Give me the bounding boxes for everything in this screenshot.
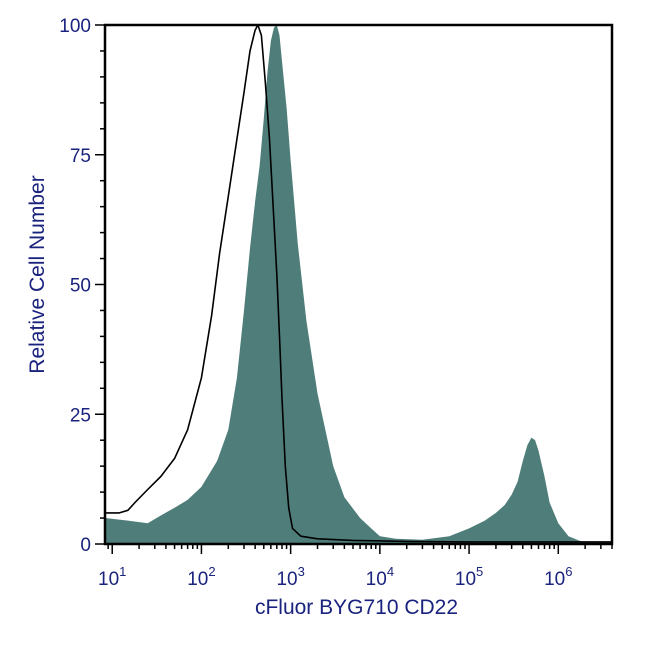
y-tick-label: 50 bbox=[70, 276, 91, 297]
y-axis-label: Relative Cell Number bbox=[26, 175, 49, 373]
x-tick-label: 105 bbox=[455, 564, 483, 590]
x-tick-label: 101 bbox=[98, 564, 126, 590]
series-stained-area bbox=[105, 25, 612, 544]
x-axis-label: cFluor BYG710 CD22 bbox=[255, 596, 458, 619]
y-tick-label: 75 bbox=[70, 146, 91, 167]
x-tick-label: 106 bbox=[544, 564, 572, 590]
y-tick-label: 100 bbox=[59, 16, 91, 37]
x-tick-label: 103 bbox=[276, 564, 304, 590]
y-tick-label: 25 bbox=[70, 405, 91, 426]
x-tick-label: 104 bbox=[366, 564, 394, 590]
x-tick-label: 102 bbox=[187, 564, 215, 590]
plot-frame bbox=[103, 23, 614, 546]
series-control-line bbox=[105, 24, 612, 543]
y-tick-label: 0 bbox=[80, 535, 91, 556]
